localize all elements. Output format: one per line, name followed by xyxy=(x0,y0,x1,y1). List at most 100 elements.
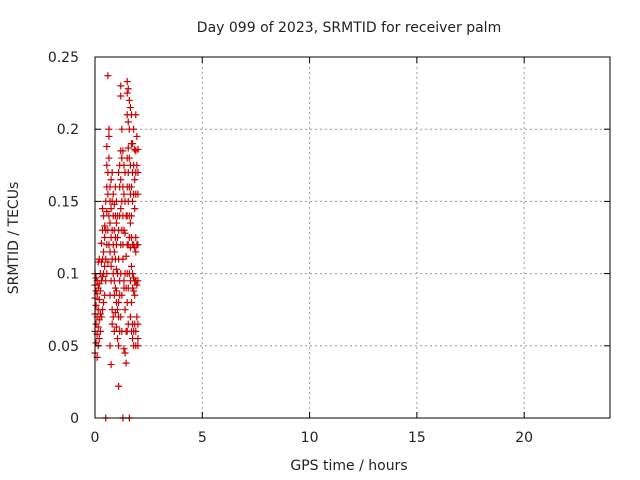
data-point xyxy=(107,205,115,213)
data-point xyxy=(122,359,130,367)
data-point xyxy=(100,298,108,306)
data-point xyxy=(121,229,129,237)
data-point xyxy=(123,78,131,86)
data-point xyxy=(107,262,115,270)
data-point xyxy=(134,241,142,249)
data-point xyxy=(115,169,123,177)
data-point xyxy=(112,323,120,331)
data-point xyxy=(108,169,116,177)
data-point xyxy=(131,176,139,184)
data-point xyxy=(105,125,113,133)
data-point xyxy=(125,154,133,162)
y-tick-label: 0.25 xyxy=(48,50,79,66)
data-point xyxy=(117,176,125,184)
data-point xyxy=(106,342,114,350)
data-point xyxy=(126,104,134,112)
data-point xyxy=(121,306,129,314)
data-point xyxy=(107,361,115,369)
data-point xyxy=(115,342,123,350)
data-point xyxy=(126,219,134,227)
data-point xyxy=(118,125,126,133)
data-point xyxy=(117,205,125,213)
y-tick-label: 0.15 xyxy=(48,194,79,210)
data-point xyxy=(129,140,137,148)
data-point xyxy=(126,313,134,321)
data-point xyxy=(120,345,128,353)
data-point xyxy=(130,287,138,295)
data-point xyxy=(97,239,105,247)
grid-lines xyxy=(95,57,610,418)
data-point xyxy=(134,320,142,328)
data-point xyxy=(127,183,135,191)
data-point xyxy=(92,301,100,309)
data-point xyxy=(131,291,139,299)
y-tick-label: 0.05 xyxy=(48,339,79,355)
data-point xyxy=(134,277,142,285)
data-point xyxy=(129,197,137,205)
data-point xyxy=(133,313,141,321)
data-point xyxy=(99,306,107,314)
data-point xyxy=(134,169,142,177)
data-point xyxy=(124,118,132,126)
data-point xyxy=(95,296,103,304)
data-point xyxy=(99,205,107,213)
data-point xyxy=(105,154,113,162)
data-point xyxy=(124,144,132,152)
data-point xyxy=(110,248,118,256)
x-axis-ticks: 0 5 10 15 20 xyxy=(91,57,533,446)
data-point xyxy=(107,176,115,184)
data-point xyxy=(127,212,135,220)
data-point xyxy=(134,190,142,198)
data-point xyxy=(132,248,140,256)
data-point xyxy=(132,111,140,119)
data-point xyxy=(96,327,104,335)
data-point xyxy=(131,205,139,213)
data-point xyxy=(120,277,128,285)
data-point xyxy=(103,161,111,169)
data-point xyxy=(134,335,142,343)
data-point xyxy=(104,258,112,266)
x-tick-label: 5 xyxy=(198,430,207,446)
data-point xyxy=(108,320,116,328)
data-point xyxy=(112,219,120,227)
data-point xyxy=(105,132,113,140)
data-point xyxy=(112,287,120,295)
plot-frame xyxy=(94,56,611,419)
data-point xyxy=(115,298,123,306)
data-point xyxy=(127,298,135,306)
data-point xyxy=(129,270,137,278)
data-point xyxy=(124,85,132,93)
data-point xyxy=(103,208,111,216)
data-point xyxy=(120,190,128,198)
data-point xyxy=(103,270,111,278)
data-point xyxy=(100,248,108,256)
data-point xyxy=(104,72,112,80)
data-point xyxy=(118,291,126,299)
data-points xyxy=(91,72,142,422)
chart-title: Day 099 of 2023, SRMTID for receiver pal… xyxy=(197,20,501,36)
data-point xyxy=(125,96,133,104)
y-tick-label: 0.1 xyxy=(57,267,79,283)
x-axis-label: GPS time / hours xyxy=(290,458,407,474)
data-point xyxy=(109,190,117,198)
data-point xyxy=(106,219,114,227)
data-point xyxy=(121,349,129,357)
data-point xyxy=(133,161,141,169)
data-point xyxy=(123,89,131,97)
data-point xyxy=(115,382,123,390)
data-point xyxy=(103,143,111,151)
data-point xyxy=(133,132,141,140)
data-point xyxy=(95,335,103,343)
data-point xyxy=(101,234,109,241)
data-point xyxy=(132,234,140,241)
data-point xyxy=(94,323,102,331)
x-tick-label: 0 xyxy=(91,430,100,446)
data-point xyxy=(114,234,122,241)
x-tick-label: 20 xyxy=(515,430,533,446)
data-point xyxy=(127,262,135,270)
x-tick-label: 15 xyxy=(408,430,426,446)
data-point xyxy=(117,82,125,90)
data-point xyxy=(117,313,125,321)
